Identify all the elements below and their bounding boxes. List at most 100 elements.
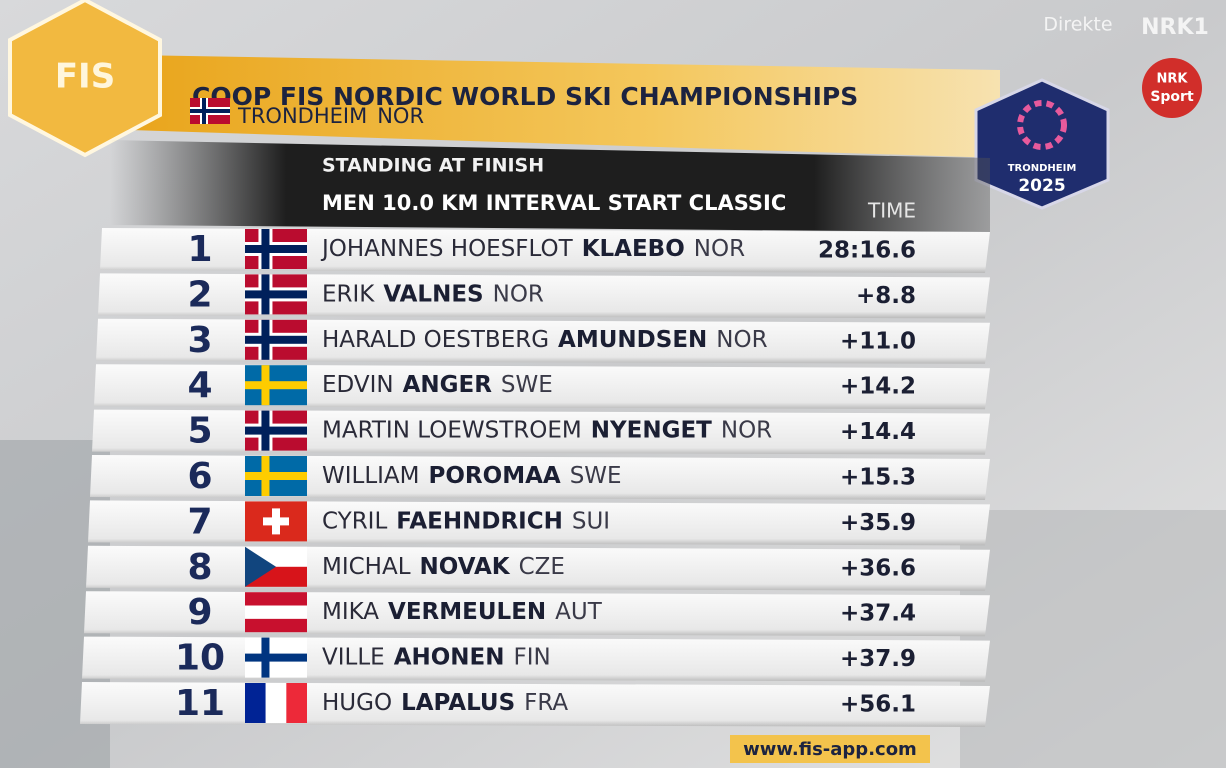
fis-logo-text: FIS xyxy=(55,57,115,97)
row-background xyxy=(96,318,990,364)
flag-stripe xyxy=(286,683,307,723)
row-background xyxy=(80,682,990,727)
flag-stripe xyxy=(245,683,266,723)
last-name: AHONEN xyxy=(394,644,505,670)
first-name: CYRIL xyxy=(322,508,387,534)
flag-cross xyxy=(245,290,307,299)
flag xyxy=(245,319,307,360)
channel-logo: NRK1 xyxy=(1141,15,1209,40)
result-row: 1 JOHANNES HOESFLOT KLAEBO NOR 28:16.6 xyxy=(100,228,990,273)
flag-stripe xyxy=(245,618,307,633)
flag-cross xyxy=(245,381,307,390)
rank: 10 xyxy=(175,638,225,679)
board-subtitle: STANDING AT FINISH xyxy=(322,155,544,177)
time: +35.9 xyxy=(840,510,916,536)
first-name: MICHAL xyxy=(322,553,411,579)
time: +56.1 xyxy=(840,692,916,718)
flag-cross xyxy=(245,426,307,435)
header-band xyxy=(130,55,1000,158)
event-logo-emblem xyxy=(1017,100,1067,150)
first-name: JOHANNES HOESFLOT xyxy=(320,236,574,262)
rank: 3 xyxy=(187,320,212,361)
fis-logo xyxy=(8,0,162,158)
flag xyxy=(245,274,307,315)
flag xyxy=(245,410,307,451)
result-row: 8 MICHAL NOVAK CZE +36.6 xyxy=(86,545,990,591)
rank: 1 xyxy=(187,229,212,270)
nation: NOR xyxy=(716,326,767,352)
row-background xyxy=(94,364,990,410)
row-background xyxy=(92,409,990,455)
flag-cross xyxy=(245,472,307,480)
time: +37.9 xyxy=(840,646,916,672)
nation: CZE xyxy=(519,553,565,579)
last-name: AMUNDSEN xyxy=(558,326,707,352)
last-name: NOVAK xyxy=(420,553,511,579)
time: +37.4 xyxy=(840,601,916,627)
nation: SWE xyxy=(501,372,553,398)
athlete: VILLE AHONEN FIN xyxy=(322,644,551,670)
athlete: MICHAL NOVAK CZE xyxy=(322,553,565,579)
last-name: POROMAA xyxy=(429,463,561,489)
board-event: MEN 10.0 KM INTERVAL START CLASSIC xyxy=(322,191,786,215)
flag-stripe xyxy=(245,592,307,606)
athlete: HARALD OESTBERG AMUNDSEN NOR xyxy=(322,326,768,352)
row-background xyxy=(88,500,990,546)
rank: 5 xyxy=(187,411,212,452)
athlete: MARTIN LOEWSTROEM NYENGET NOR xyxy=(322,417,772,443)
athlete: JOHANNES HOESFLOT KLAEBO NOR xyxy=(320,236,745,262)
flag xyxy=(245,683,307,723)
athlete: ERIK VALNES NOR xyxy=(322,281,544,307)
last-name: KLAEBO xyxy=(582,236,685,262)
last-name: ANGER xyxy=(403,372,493,398)
stadium-scene xyxy=(960,510,1226,768)
time: +11.0 xyxy=(840,328,916,354)
rank: 7 xyxy=(187,501,212,542)
last-name: FAEHNDRICH xyxy=(396,508,563,534)
time: +14.2 xyxy=(840,374,916,400)
result-row: 9 MIKA VERMEULEN AUT +37.4 xyxy=(84,591,990,637)
nation: FRA xyxy=(524,690,568,716)
first-name: MIKA xyxy=(322,599,379,625)
board-header xyxy=(110,140,990,232)
result-row: 3 HARALD OESTBERG AMUNDSEN NOR +11.0 xyxy=(96,318,990,364)
row-background xyxy=(86,545,990,591)
athlete: HUGO LAPALUS FRA xyxy=(322,690,568,716)
row-background xyxy=(90,455,990,500)
rank: 2 xyxy=(187,274,212,315)
footer-band xyxy=(730,735,930,763)
nation: AUT xyxy=(555,599,603,625)
time: +8.8 xyxy=(856,283,916,309)
flag-triangle xyxy=(245,546,276,587)
row-background xyxy=(82,636,990,682)
rank: 4 xyxy=(187,365,212,406)
sport-logo-text: NRK xyxy=(1157,72,1189,87)
result-row: 7 CYRIL FAEHNDRICH SUI +35.9 xyxy=(88,500,990,546)
location-country: NOR xyxy=(377,104,424,128)
row-background xyxy=(98,273,990,319)
rank: 8 xyxy=(187,547,212,588)
athlete: MIKA VERMEULEN AUT xyxy=(322,599,603,625)
rank: 6 xyxy=(187,456,212,497)
last-name: VALNES xyxy=(383,281,483,307)
header-title: COOP FIS NORDIC WORLD SKI CHAMPIONSHIPS xyxy=(192,82,858,111)
event-logo-year: 2025 xyxy=(1018,176,1065,196)
first-name: VILLE xyxy=(322,644,385,670)
time: 28:16.6 xyxy=(818,238,916,264)
athlete: CYRIL FAEHNDRICH SUI xyxy=(322,508,610,534)
nation: SUI xyxy=(572,508,610,534)
sport-logo-text: Sport xyxy=(1150,89,1194,105)
location-flag xyxy=(190,98,230,124)
flag xyxy=(245,456,307,496)
row-background xyxy=(84,591,990,637)
row-background xyxy=(100,228,990,273)
header-location: TRONDHEIM NOR xyxy=(237,104,424,128)
time-header: TIME xyxy=(867,199,916,223)
location: TRONDHEIM xyxy=(237,104,367,128)
first-name: ERIK xyxy=(322,281,375,307)
result-row: 6 WILLIAM POROMAA SWE +15.3 xyxy=(90,455,990,500)
first-name: HARALD OESTBERG xyxy=(322,326,549,352)
first-name: HUGO xyxy=(322,690,392,716)
